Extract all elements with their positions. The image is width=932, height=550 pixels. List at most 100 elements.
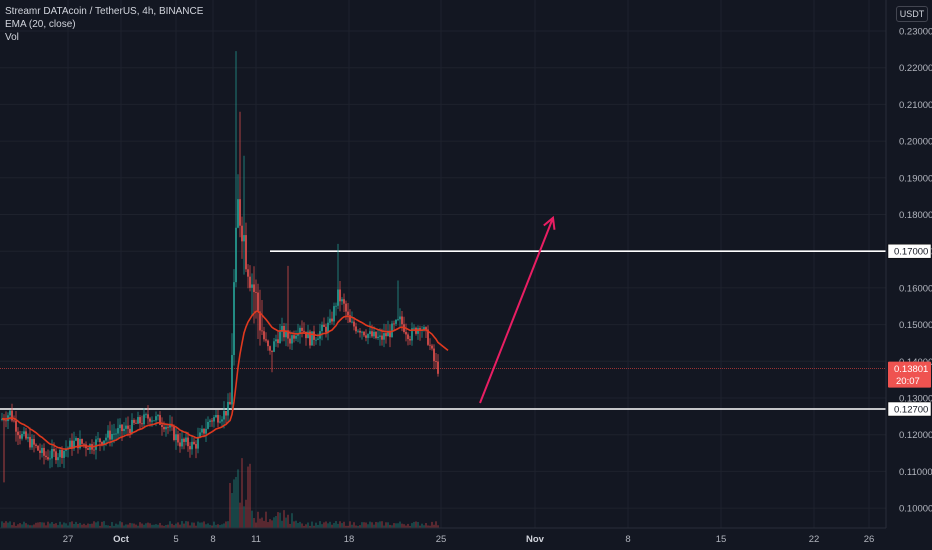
volume-bar [195,525,197,528]
candle-body [187,437,189,447]
candle-body [173,426,175,441]
volume-bar [333,523,335,528]
candle-body [389,330,391,338]
candle-body [337,289,339,306]
volume-bar [257,511,259,528]
volume-bar [165,524,167,528]
candle-body [35,444,37,446]
volume-bar [347,525,349,528]
volume-bar [213,521,215,528]
candle-body [349,315,351,323]
candle-body [323,324,325,327]
time-tick-label: 15 [716,534,727,545]
candle-body [23,431,25,434]
candle-body [257,292,259,312]
candle-body [317,338,319,340]
volume-bar [199,522,201,528]
candle-body [81,439,83,444]
candle-body [251,284,253,288]
price-tick-label: 0.16000 [899,283,932,294]
level-tag-label: 0.17000 [894,247,928,258]
candle-body [321,324,323,332]
candle-body [147,414,149,419]
volume-bar [323,522,325,528]
candle-body [141,423,143,425]
volume-bar [119,521,121,528]
price-tick-label: 0.23000 [899,27,932,38]
volume-bar [395,523,397,528]
ema-legend[interactable]: EMA (20, close) [5,19,76,30]
candle-body [397,319,399,321]
time-tick-label: Nov [526,534,545,545]
candle-body [117,428,119,434]
candle-body [237,199,239,228]
volume-bar [99,525,101,528]
candle-body [151,420,153,422]
candle-body [339,289,341,302]
candle-body [227,401,229,416]
candle-body [295,335,297,339]
volume-bar [385,522,387,528]
volume-bar [289,523,291,528]
candle-body [43,447,45,456]
volume-bar [107,525,109,528]
time-axis[interactable]: 27 Oct 5 8 11 18 25 Nov 8 15 22 26 [0,527,886,550]
candle-body [203,428,205,434]
volume-bar [207,523,209,528]
volume-bar [377,522,379,528]
candle-body [119,424,121,429]
candle-body [45,455,47,458]
volume-bar [181,521,183,528]
volume-bar [349,521,351,528]
candle-body [183,438,185,442]
volume-bar [371,522,373,528]
volume-bar [105,525,107,528]
volume-bar [365,522,367,528]
candle-body [213,417,215,422]
volume-bar [69,522,71,528]
volume-bar [305,524,307,528]
resistance-tag [887,243,932,259]
volume-bar [279,512,281,528]
volume-bar [409,525,411,528]
candle-body [387,330,389,337]
volume-bar [101,521,103,528]
candle-body [267,340,269,347]
volume-bar [327,523,329,528]
volume-bar [431,521,433,528]
symbol-legend[interactable]: Streamr DATAcoin / TetherUS, 4h, BINANCE [5,6,204,17]
volume-bar [303,525,305,528]
volume-bar [43,522,45,528]
candle-body [271,350,273,352]
currency-unit-button[interactable]: USDT [896,6,928,22]
candle-body [243,235,245,242]
candle-body [399,316,401,320]
candle-body [437,361,439,374]
candle-body [423,327,425,331]
candle-body [201,428,203,433]
volume-bar [29,525,31,528]
volume-bar [77,523,79,528]
candle-body [77,438,79,449]
candle-body [281,325,283,332]
candle-body [99,438,101,443]
candle-body [417,328,419,334]
volume-legend[interactable]: Vol [5,32,19,43]
volume-bar [339,521,341,528]
price-axis[interactable]: 0.23000 0.22000 0.21000 0.20000 0.19000 0.180… [885,0,932,550]
candle-body [273,341,275,352]
volume-bar [413,521,415,528]
volume-bar [151,524,153,528]
volume-bar [437,525,439,528]
candle-body [101,442,103,445]
time-tick-label: 26 [864,534,875,545]
volume-bar [329,521,331,528]
volume-bar [415,521,417,528]
volume-bar [259,518,261,528]
price-tick-label: 0.22000 [899,63,932,74]
candle-body [347,311,349,316]
candle-body [275,339,277,342]
candle-body [297,333,299,336]
volume-bar [57,525,59,528]
